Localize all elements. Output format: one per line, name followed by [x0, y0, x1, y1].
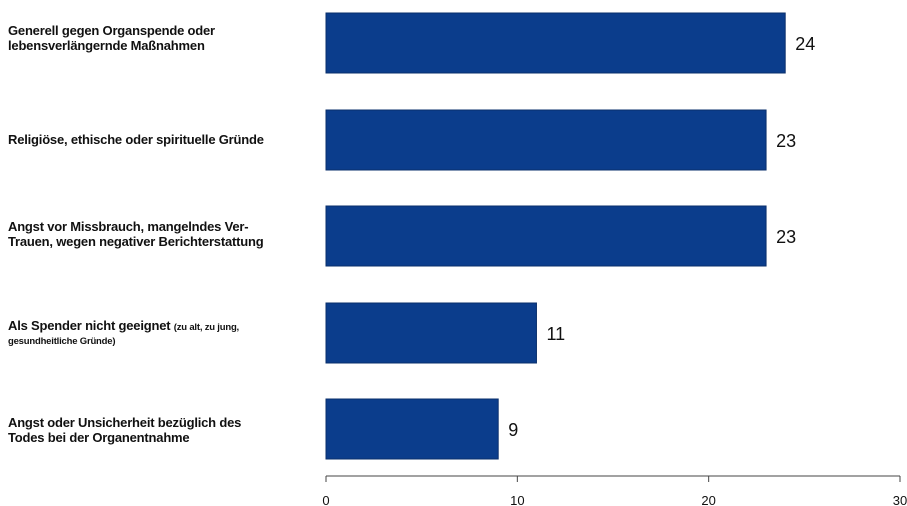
category-label-2-line-1: Religiöse, ethische oder spirituelle Grü…: [8, 132, 264, 147]
category-label-2: Religiöse, ethische oder spirituelle Grü…: [8, 132, 318, 147]
category-label-5-line-1: Angst oder Unsicherheit bezüglich des: [8, 415, 242, 430]
bar-4: [325, 302, 537, 364]
category-label-1-line-2: lebensverlängernde Maßnahmen: [8, 38, 205, 53]
bar-value-label-1: 24: [795, 34, 815, 54]
bar-value-label-3: 23: [776, 227, 796, 247]
x-tick-label-3: 20: [701, 493, 715, 506]
bar-1: [325, 12, 786, 74]
bar-5: [325, 398, 499, 460]
category-label-4-sub-1: (zu alt, zu jung,: [173, 322, 239, 333]
category-label-4-line-1: Als Spender nicht geeignet (zu alt, zu j…: [8, 318, 318, 335]
category-label-3-line-1: Angst vor Missbrauch, mangelndes Ver-: [8, 219, 249, 234]
category-label-4-main: Als Spender nicht geeignet: [8, 318, 174, 333]
x-tick-label-4: 30: [893, 493, 907, 506]
category-label-3: Angst vor Missbrauch, mangelndes Ver- Tr…: [8, 219, 318, 249]
category-label-4-sub-2: gesundheitliche Gründe): [8, 336, 116, 347]
x-tick-label-2: 10: [510, 493, 524, 506]
category-label-3-line-2: Trauen, wegen negativer Berichterstattun…: [8, 234, 264, 249]
category-label-5-line-2: Todes bei der Organentnahme: [8, 430, 190, 445]
bar-value-label-4: 11: [546, 324, 565, 344]
bar-value-label-5: 9: [508, 420, 518, 440]
bar-2: [325, 109, 767, 171]
bar-3: [325, 205, 767, 267]
category-label-1: Generell gegen Organspende oder lebensve…: [8, 23, 318, 53]
category-label-1-line-1: Generell gegen Organspende oder: [8, 23, 215, 38]
bar-value-label-2: 23: [776, 131, 796, 151]
x-tick-label-1: 0: [322, 493, 329, 506]
category-label-4: Als Spender nicht geeignet (zu alt, zu j…: [8, 318, 318, 349]
category-label-5: Angst oder Unsicherheit bezüglich des To…: [8, 415, 318, 445]
